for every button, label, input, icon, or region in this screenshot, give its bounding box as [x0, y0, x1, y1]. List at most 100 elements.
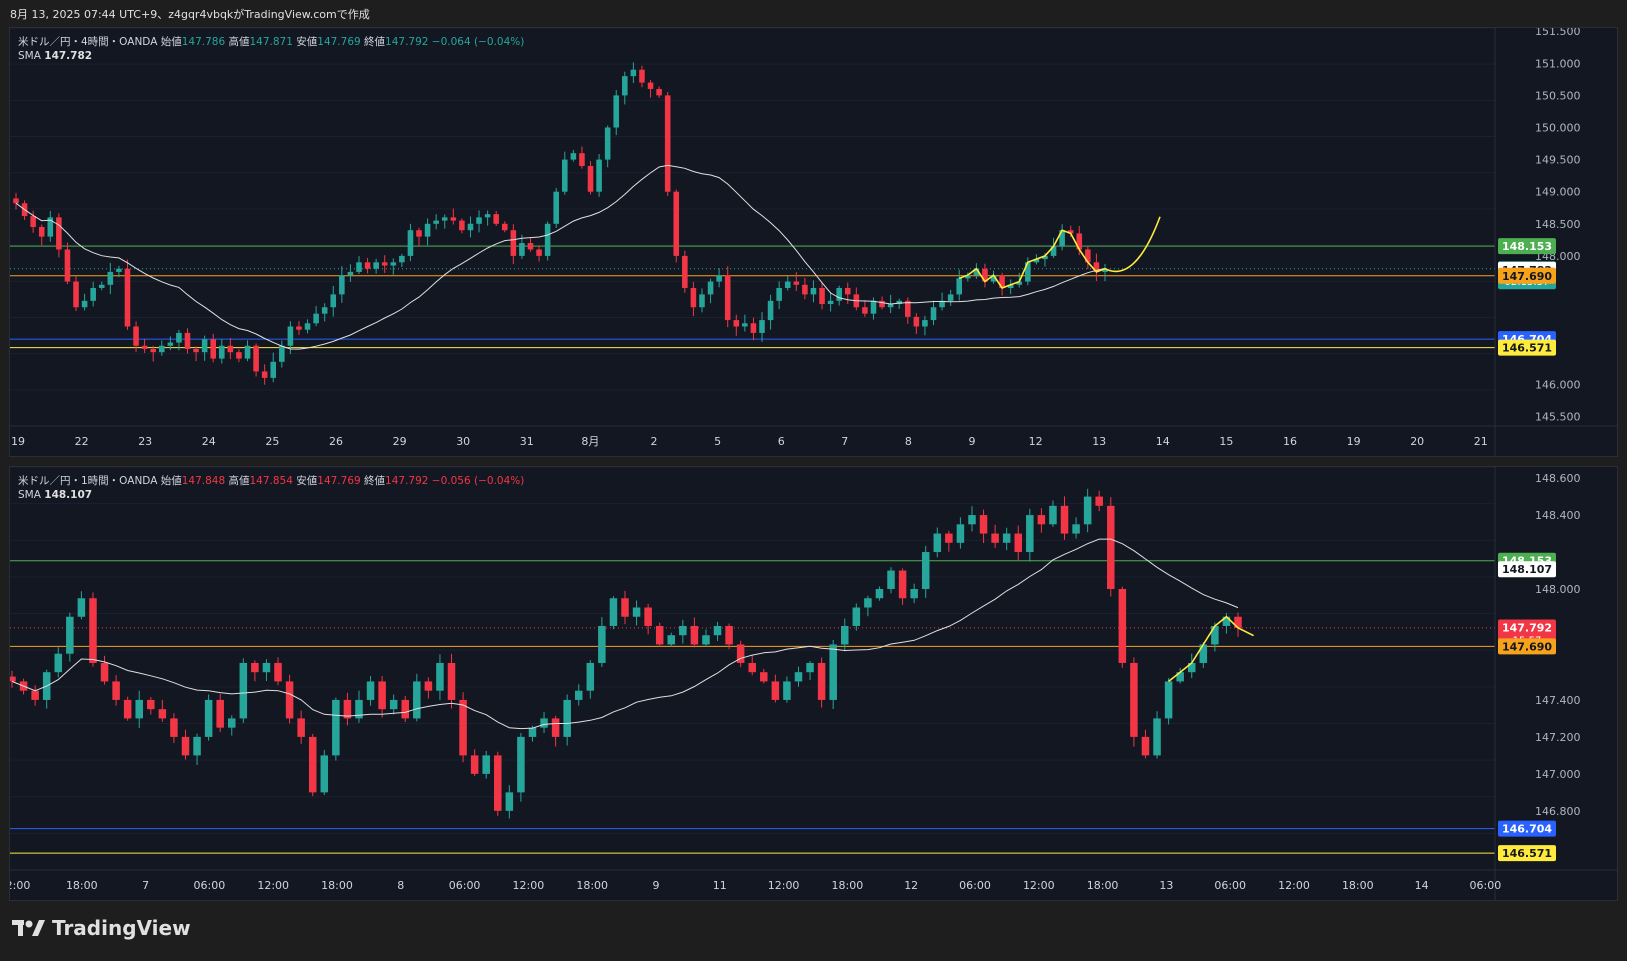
candle-body — [632, 607, 641, 617]
ohlc-legend-4h: 米ドル／円・4時間・OANDA 始値147.786 高値147.871 安値14… — [18, 34, 524, 49]
candle-body — [991, 533, 999, 543]
candle-body — [819, 287, 825, 305]
candle-body — [913, 316, 920, 327]
candle-body — [1102, 268, 1108, 272]
candle-body — [413, 681, 421, 719]
candle-body — [416, 230, 422, 237]
price-badge-label: 146.704 — [1502, 823, 1552, 836]
candle-body — [270, 361, 277, 378]
price-badge — [1498, 267, 1556, 284]
candle-body — [933, 533, 942, 553]
x-tick-label: 5 — [714, 435, 721, 448]
y-tick-label: 148.500 — [1535, 218, 1581, 231]
candle-body — [1164, 681, 1173, 719]
candle-body — [150, 348, 156, 353]
candle-body — [1072, 524, 1080, 534]
price-badge-label: 148.153 — [1502, 240, 1552, 253]
x-tick-label: 23 — [138, 435, 152, 448]
candle-body — [945, 533, 953, 543]
sma-label: SMA — [18, 489, 41, 501]
candle-body — [287, 326, 294, 346]
candle-body — [776, 287, 782, 301]
candle-body — [1037, 515, 1046, 525]
candle-body — [1014, 533, 1023, 553]
x-tick-label: 18:00 — [576, 879, 608, 892]
candle-body — [274, 662, 282, 682]
candle-body — [896, 300, 902, 305]
x-tick-label: 18:00 — [832, 879, 864, 892]
open-value: 147.786 — [181, 36, 226, 48]
candle-body — [655, 625, 664, 645]
x-tick-label: 8月 — [581, 435, 599, 448]
price-badge — [1498, 820, 1556, 837]
x-tick-label: 14 — [1415, 879, 1429, 892]
x-tick-label: 19 — [11, 435, 25, 448]
candle-body — [390, 262, 397, 266]
x-tick-label: 9 — [969, 435, 976, 448]
candle-body — [544, 223, 551, 256]
candle-body — [596, 159, 602, 192]
candle-body — [968, 515, 976, 525]
candle-body — [193, 736, 201, 756]
candle-body — [644, 607, 652, 626]
x-tick-label: 2 — [651, 435, 658, 448]
y-tick-label: 148.000 — [1535, 583, 1581, 596]
candle-body — [459, 220, 465, 231]
chart-svg-1h[interactable]: 148.600 148.400 148.000 147.400 147.200 147.0… — [10, 467, 1617, 900]
candle-body — [806, 662, 814, 673]
candle-body — [476, 217, 482, 224]
candle-body — [332, 699, 340, 756]
y-tick-label: 147.200 — [1535, 731, 1581, 744]
x-tick-label: 13 — [1159, 879, 1173, 892]
candle-body — [562, 159, 568, 192]
candle-body — [470, 755, 479, 774]
candle-body — [965, 275, 971, 279]
candle-body — [956, 524, 965, 543]
candle-body — [77, 598, 86, 617]
candle-body — [647, 82, 654, 89]
candle-body — [574, 690, 583, 700]
candle-body — [827, 300, 834, 305]
x-tick-label: 25 — [265, 435, 279, 448]
candle-body — [1042, 255, 1048, 260]
y-tick-label: 150.500 — [1535, 89, 1581, 102]
chart-panel-4h[interactable]: 151.500 151.000 150.500 150.000 149.500 149.0… — [9, 27, 1618, 457]
price-badge — [1498, 638, 1556, 655]
candle-body — [690, 287, 697, 308]
candle-body — [716, 275, 722, 282]
chart-svg-4h[interactable]: 151.500 151.000 150.500 150.000 149.500 149.0… — [10, 28, 1617, 456]
candle-body — [1095, 496, 1103, 506]
x-tick-label: 14 — [1156, 435, 1170, 448]
candle-body — [733, 320, 740, 327]
candle-body — [887, 304, 894, 308]
y-tick-label: 147.400 — [1535, 694, 1581, 707]
candle-body — [904, 300, 911, 317]
candle-body — [1176, 672, 1184, 682]
candle-body — [1234, 616, 1242, 628]
x-tick-label: 6 — [778, 435, 785, 448]
candle-body — [870, 300, 877, 314]
open-label: 始値 — [160, 475, 182, 487]
candle-body — [38, 227, 45, 237]
tradingview-logo-icon — [12, 920, 45, 936]
candle-body — [320, 755, 329, 793]
candle-body — [112, 681, 120, 700]
high-value: 147.871 — [249, 36, 293, 48]
candle-body — [1049, 505, 1057, 525]
x-tick-label: 06:00 — [1470, 879, 1502, 892]
candle-body — [141, 345, 148, 349]
candle-body — [89, 598, 97, 663]
candle-body — [852, 607, 861, 626]
low-label: 安値 — [296, 475, 318, 487]
x-tick-label: 31 — [520, 435, 534, 448]
sma-line — [11, 538, 1239, 730]
candle-body — [667, 635, 676, 645]
chart-panel-1h[interactable]: 148.600 148.400 148.000 147.400 147.200 147.0… — [9, 466, 1618, 901]
candle-body — [679, 625, 687, 636]
price-badge-label: 147.792 — [1502, 621, 1552, 634]
x-tick-label: 19 — [1347, 435, 1361, 448]
candle-body — [90, 287, 96, 301]
tradingview-logo[interactable]: TradingView — [12, 916, 191, 940]
candle-body — [922, 320, 928, 327]
candle-body — [31, 690, 39, 700]
